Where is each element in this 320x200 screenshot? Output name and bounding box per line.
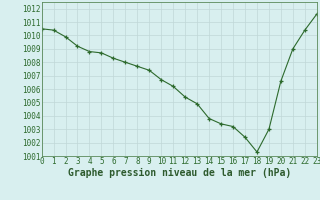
X-axis label: Graphe pression niveau de la mer (hPa): Graphe pression niveau de la mer (hPa) [68,168,291,178]
